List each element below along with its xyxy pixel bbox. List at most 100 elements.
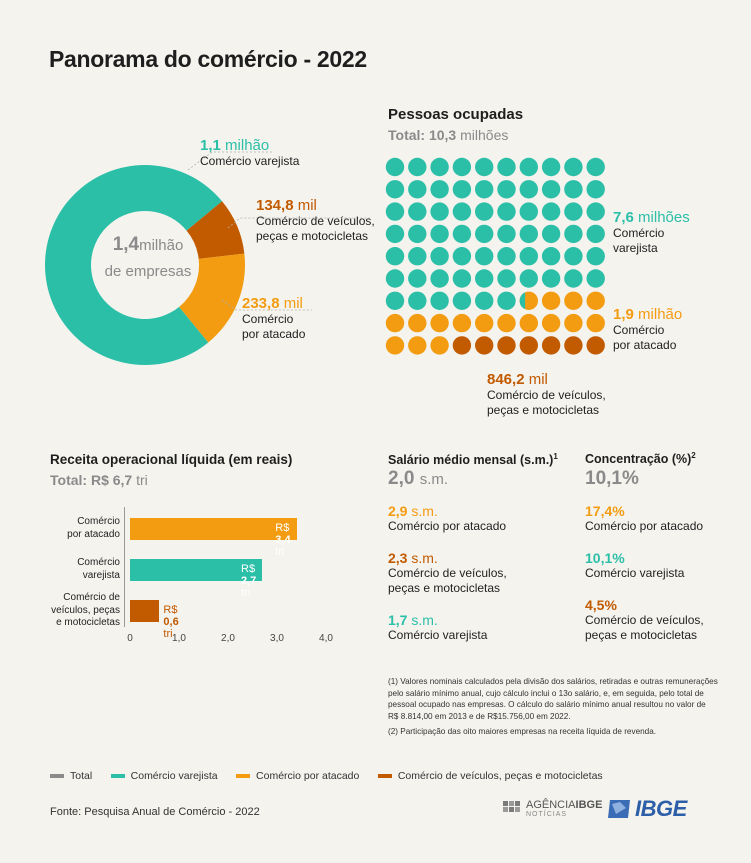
waffle-dot-varejo (497, 291, 516, 310)
waffle-dot-veiculos (564, 336, 583, 355)
waffle-dot-varejo (541, 224, 561, 244)
bar-tick-2: 2,0 (221, 633, 235, 644)
waffle-dot-atacado (519, 313, 538, 333)
waffle-dot-varejo (430, 247, 449, 266)
donut-atacado-value: 233,8 (242, 295, 280, 312)
salario-item-veiculos: 2,3 s.m. Comércio de veículos, peças e m… (388, 550, 507, 596)
bar-label-veiculos-value: 0,6 (163, 616, 179, 628)
concentracao-heading-text: Concentração (%) (585, 452, 692, 467)
legend: Total Comércio varejista Comércio por at… (50, 765, 617, 783)
bar-varejo (130, 559, 263, 581)
concentracao-atacado-label: Comércio por atacado (585, 519, 704, 533)
footnote-1: (1) Valores nominais calculados pela div… (388, 677, 718, 721)
waffle-dot-varejo (408, 180, 427, 199)
waffle-dot-varejo (452, 202, 472, 221)
salario-veiculos-value: 2,3 (388, 550, 408, 566)
donut-slice-veiculos (186, 201, 245, 259)
waffle-dot-varejo (564, 224, 583, 244)
waffle-dot-varejo (475, 202, 494, 221)
waffle-dot-atacado (541, 313, 561, 333)
salario-varejo-label: Comércio varejista (388, 628, 488, 642)
legend-label-atacado: Comércio por atacado (256, 770, 360, 782)
waffle-dot-varejo (497, 202, 516, 221)
waffle-dot-varejo (519, 180, 538, 199)
waffle-dot-varejo (452, 291, 472, 310)
waffle-dot-varejo (541, 202, 561, 221)
donut-center-label: 1,4milhão de empresas (88, 234, 208, 280)
concentracao-veiculos-label2: peças e motocicletas (585, 628, 698, 642)
waffle-label-varejo: 7,6 milhões Comércio varejista (613, 209, 690, 256)
receita-total: Total: R$ 6,7 tri (50, 472, 148, 488)
waffle-dot-varejo (385, 291, 405, 310)
bar-category-veiculos: Comércio de veículos, peças e motociclet… (30, 592, 120, 630)
concentracao-heading-sup: 2 (691, 451, 696, 460)
bar-category-veiculos-line2: veículos, peças (51, 604, 120, 616)
waffle-dot-varejo (586, 157, 605, 177)
salario-atacado-label: Comércio por atacado (388, 519, 507, 533)
waffle-dot-veiculos (541, 336, 561, 355)
salario-atacado-unit: s.m. (411, 503, 438, 519)
bar-tick-4: 4,0 (319, 633, 333, 644)
donut-atacado-unit: mil (283, 295, 303, 312)
waffle-dot-varejo (541, 157, 561, 177)
salario-varejo-value: 1,7 (388, 612, 408, 628)
donut-slice-atacado (179, 253, 245, 343)
ibge-logo: IBGE (606, 796, 687, 822)
waffle-dot-varejo (564, 202, 583, 221)
bar-category-varejo-line2: varejista (82, 569, 120, 581)
waffle-dot-varejo (564, 269, 583, 288)
bar-label-atacado-prefix: R$ (275, 522, 290, 534)
waffle-dot-atacado (564, 291, 583, 310)
waffle-dot-varejo (430, 269, 449, 288)
donut-atacado-label2: por atacado (242, 327, 306, 341)
bar-category-veiculos-line1: Comércio de (63, 592, 120, 603)
bar-label-veiculos-prefix: R$ (163, 604, 178, 616)
waffle-dot-atacado (452, 313, 472, 333)
donut-veiculos-value: 134,8 (256, 197, 294, 214)
waffle-atacado-unit: milhão (638, 306, 683, 323)
donut-veiculos-label2: peças e motocicletas (256, 229, 369, 243)
noticias-text: NOTÍCIAS (526, 810, 568, 818)
waffle-dot-varejo (564, 157, 583, 177)
waffle-dot-varejo (452, 224, 472, 244)
legend-item-atacado: Comércio por atacado (236, 770, 359, 782)
legend-label-veiculos: Comércio de veículos, peças e motociclet… (397, 770, 603, 782)
bar-label-varejo-prefix: R$ (241, 563, 256, 575)
waffle-dot-varejo (430, 202, 449, 221)
waffle-varejo-label1: Comércio (613, 226, 665, 240)
concentracao-atacado-value: 17,4% (585, 503, 625, 519)
waffle-dot-varejo (385, 202, 405, 221)
concentracao-heading: Concentração (%)2 (585, 451, 696, 466)
waffle-dot-varejo (430, 224, 449, 244)
legend-swatch-atacado (236, 774, 251, 778)
waffle-veiculos-label1: Comércio de veículos, (487, 388, 606, 402)
bar-label-veiculos: R$ 0,6 tri (163, 604, 178, 640)
waffle-dot-veiculos (452, 336, 472, 355)
waffle-dot-varejo (408, 247, 427, 266)
waffle-dot-varejo (475, 291, 494, 310)
legend-item-varejo: Comércio varejista (110, 770, 218, 782)
legend-swatch-veiculos (377, 774, 392, 778)
bar-label-varejo-unit: tri (241, 587, 251, 599)
agencia-ibge-logo: AGÊNCIAIBGE NOTÍCIAS (502, 798, 602, 818)
waffle-dot-varejo (497, 247, 516, 266)
waffle-dot-varejo (519, 202, 538, 221)
pessoas-heading: Pessoas ocupadas (388, 106, 524, 123)
waffle-dot-varejo (519, 247, 538, 266)
concentracao-veiculos-value: 4,5% (585, 597, 617, 613)
waffle-varejo-label2: varejista (613, 241, 658, 255)
waffle-dot-varejo (586, 247, 605, 266)
bar-tick-3: 3,0 (270, 633, 284, 644)
waffle-dot-varejo (475, 247, 494, 266)
legend-label-varejo: Comércio varejista (130, 770, 218, 782)
bar-label-varejo: R$ 2,7 tri (241, 563, 256, 599)
salario-veiculos-label2: peças e motocicletas (388, 581, 501, 595)
waffle-dot-atacado (586, 313, 605, 333)
waffle-dot-varejo (452, 157, 472, 177)
waffle-dot-varejo (430, 157, 449, 177)
bar-category-varejo-line1: Comércio (77, 557, 120, 568)
donut-varejo-value: 1,1 (200, 137, 221, 154)
salario-varejo-unit: s.m. (411, 612, 438, 628)
concentracao-total-value: 10,1% (585, 468, 639, 489)
